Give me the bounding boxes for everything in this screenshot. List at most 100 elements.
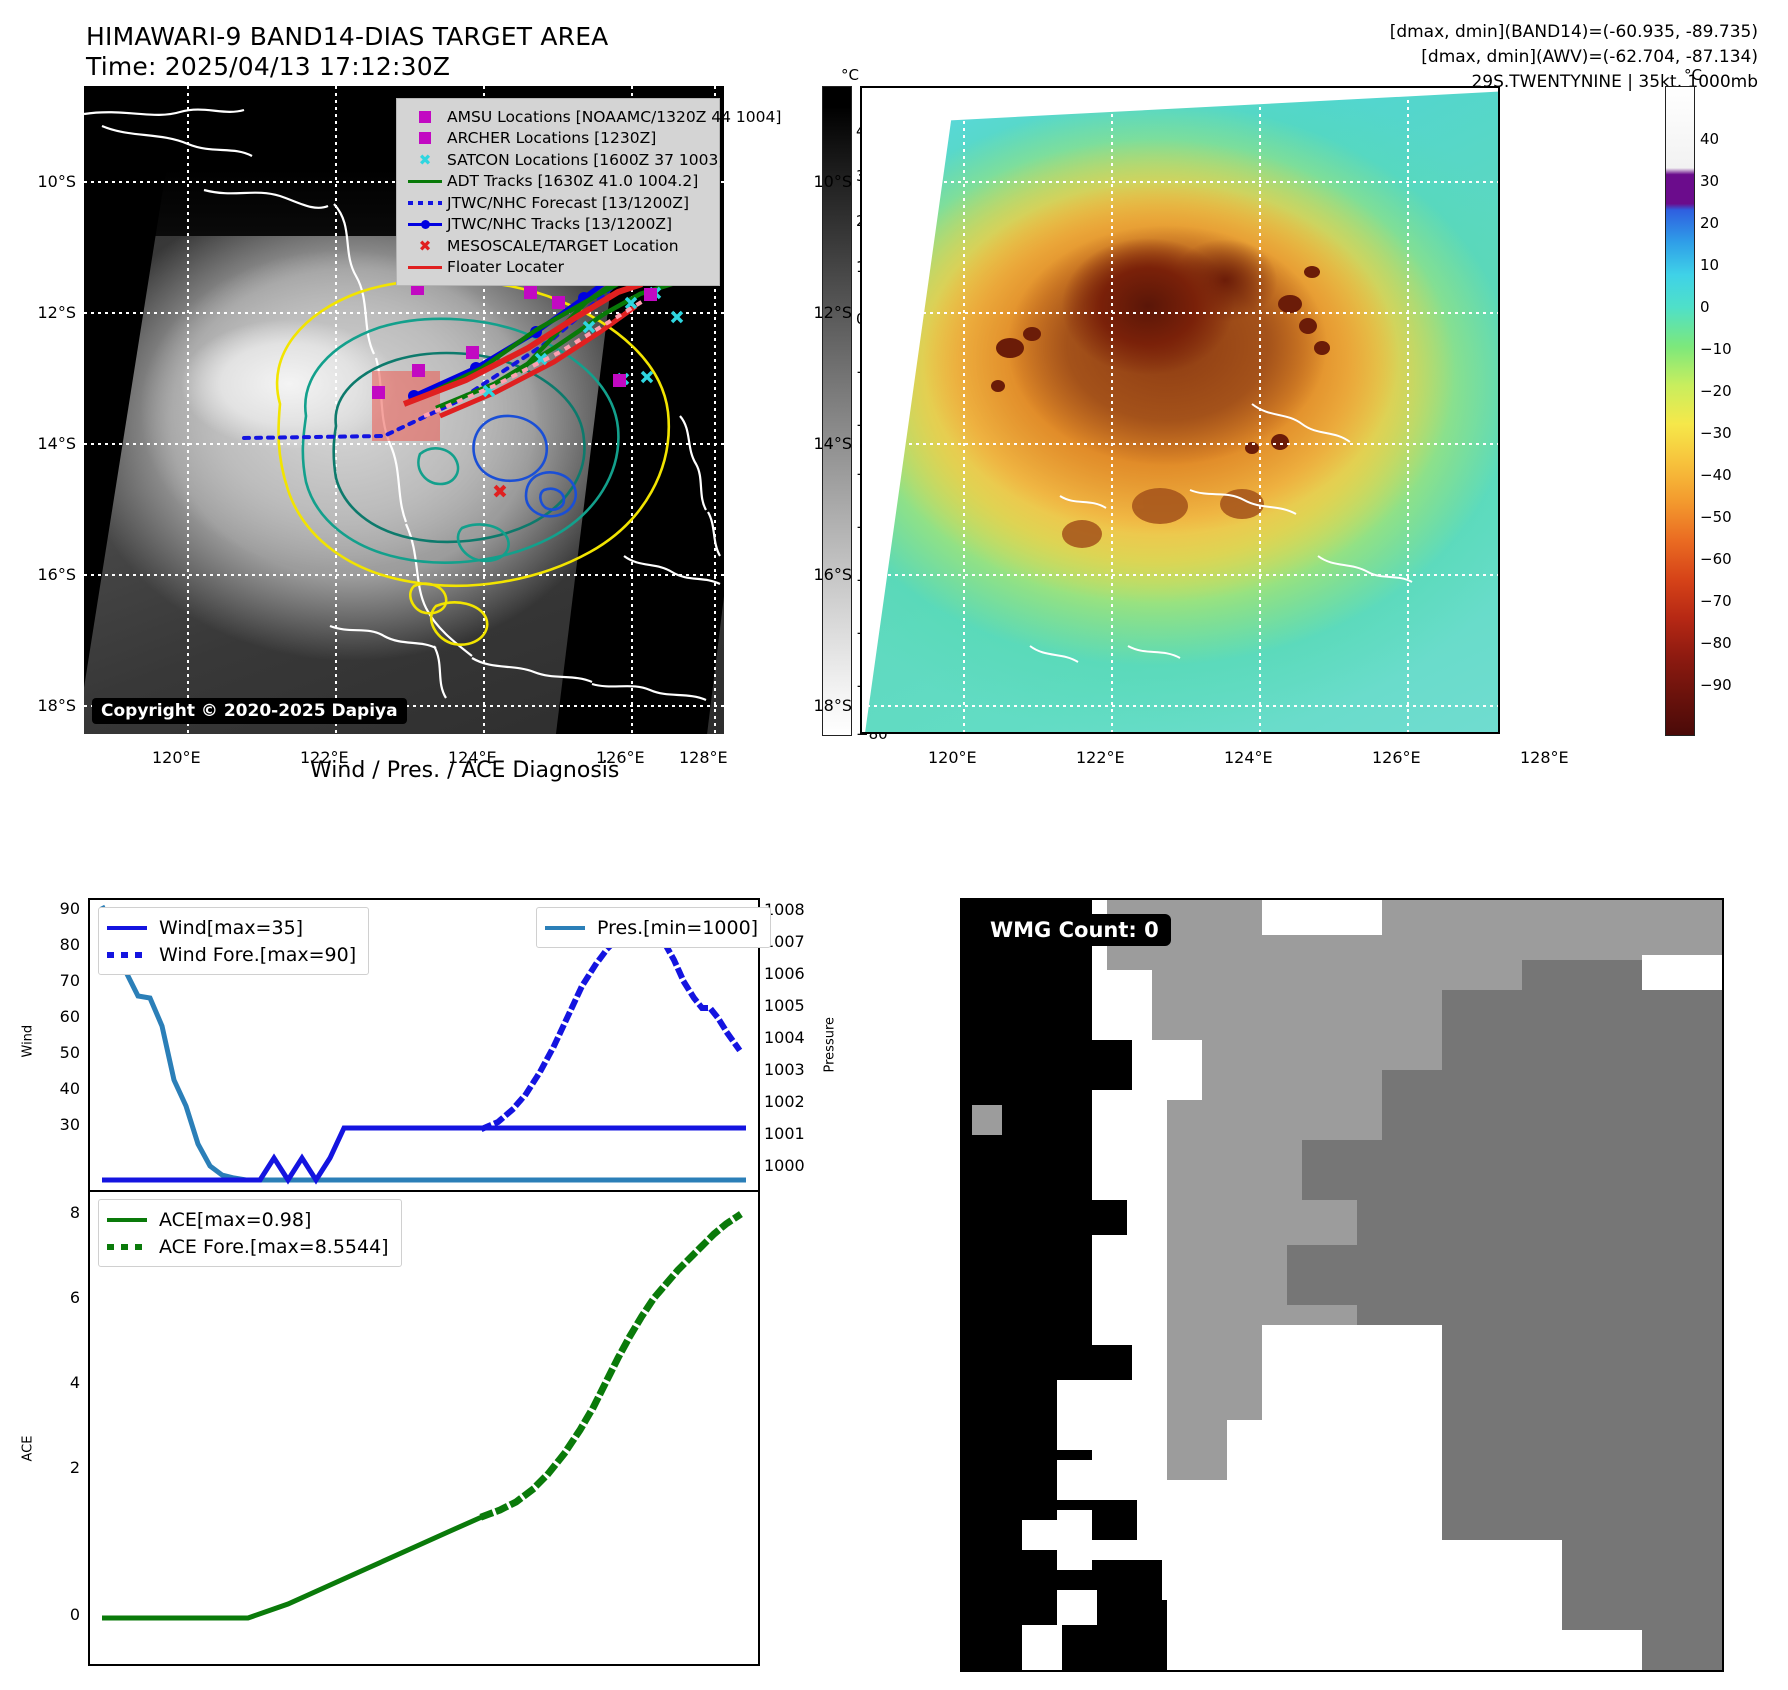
pressure-legend[interactable]: Pres.[min=1000] — [536, 907, 772, 948]
colorized-colorbar — [1665, 86, 1695, 736]
legend-label: MESOSCALE/TARGET Location — [447, 236, 679, 255]
archer-location-marker[interactable] — [372, 386, 385, 399]
ace-ytick: 8 — [69, 1203, 80, 1222]
line-icon — [403, 265, 447, 269]
cross-icon: ✖ — [418, 236, 432, 255]
gridline-lon — [187, 86, 189, 734]
wind-axis-label: Wind — [20, 1024, 36, 1058]
legend-item-pressure[interactable]: Pres.[min=1000] — [545, 914, 758, 941]
colorbar-tick: −30 — [1700, 424, 1732, 442]
cloud-contour-overlay — [275, 278, 671, 646]
lon-tick: 124°E — [1224, 748, 1273, 767]
legend-label: Wind[max=35] — [159, 916, 304, 939]
legend-label: SATCON Locations [1600Z 37 1003] — [447, 150, 725, 169]
gridline-lat — [860, 705, 1500, 707]
legend-item-jtwc-tracks[interactable]: JTWC/NHC Tracks [13/1200Z] — [403, 214, 711, 236]
line-icon — [107, 925, 159, 930]
archer-location-marker[interactable] — [412, 364, 425, 377]
lon-tick: 126°E — [596, 748, 645, 767]
legend-label: ADT Tracks [1630Z 41.0 1004.2] — [447, 172, 699, 191]
ace-plot — [102, 1211, 743, 1621]
lon-tick: 128°E — [1520, 748, 1569, 767]
lon-tick: 124°E — [448, 748, 497, 767]
archer-location-marker[interactable] — [466, 346, 479, 359]
gridline-lat — [84, 574, 724, 576]
pressure-ytick: 1008 — [764, 900, 805, 919]
legend-item-floater[interactable]: Floater Locater — [403, 257, 711, 279]
colorized-ir-map[interactable] — [860, 86, 1500, 734]
lon-tick: 120°E — [152, 748, 201, 767]
lat-tick: 14°S — [813, 434, 852, 453]
legend-item-wind[interactable]: Wind[max=35] — [107, 914, 356, 941]
gridline-lon — [1259, 86, 1261, 734]
mesoscale-target-marker[interactable]: ✖ — [492, 481, 508, 503]
legend-item-ace-forecast[interactable]: ACE Fore.[max=8.5544] — [107, 1233, 389, 1260]
lon-tick: 128°E — [679, 748, 728, 767]
gridline-lat — [860, 181, 1500, 183]
gridline-lat — [860, 312, 1500, 314]
colorbar-tick: −60 — [1700, 550, 1732, 568]
amsu-location-marker[interactable] — [644, 288, 657, 301]
legend-label: Wind Fore.[max=90] — [159, 943, 357, 966]
ace-ytick: 0 — [69, 1605, 80, 1624]
pressure-axis-label: Pressure — [822, 1016, 838, 1073]
wind-ytick: 40 — [59, 1079, 80, 1098]
ace-legend[interactable]: ACE[max=0.98] ACE Fore.[max=8.5544] — [98, 1199, 402, 1267]
dmax-band14-text: [dmax, dmin](BAND14)=(-60.935, -89.735) — [1389, 22, 1758, 42]
pressure-ytick: 1004 — [764, 1028, 805, 1047]
colorbar-tick: −20 — [1700, 382, 1732, 400]
gridline-lon — [963, 86, 965, 734]
lat-tick: 10°S — [813, 172, 852, 191]
gridline-lat — [860, 574, 1500, 576]
storm-track-overlay[interactable] — [84, 86, 724, 734]
lat-tick: 18°S — [813, 696, 852, 715]
amsu-location-marker[interactable] — [524, 286, 537, 299]
colorbar-unit-right: °C — [1684, 66, 1702, 84]
ace-chart[interactable] — [88, 1190, 760, 1666]
colorized-imagery — [860, 86, 1500, 734]
square-icon — [403, 110, 447, 123]
archer-location-marker[interactable] — [613, 374, 626, 387]
pressure-ytick: 1006 — [764, 964, 805, 983]
pressure-ytick: 1002 — [764, 1092, 805, 1111]
lon-tick: 122°E — [1076, 748, 1125, 767]
map-legend[interactable]: AMSU Locations [NOAAMC/1320Z 44 1004] AR… — [396, 98, 781, 286]
colorbar-tick: −40 — [1700, 466, 1732, 484]
wind-ytick: 80 — [59, 935, 80, 954]
wmg-count-badge: WMG Count: 0 — [978, 914, 1171, 946]
lat-tick: 10°S — [37, 172, 76, 191]
legend-item-mesoscale[interactable]: ✖ MESOSCALE/TARGET Location — [403, 235, 711, 257]
wmg-mask-cells — [962, 900, 1722, 1670]
legend-label: JTWC/NHC Tracks [13/1200Z] — [447, 215, 673, 234]
lon-tick: 120°E — [928, 748, 977, 767]
pressure-ytick: 1007 — [764, 932, 805, 951]
gridline-lat — [860, 443, 1500, 445]
square-icon — [403, 132, 447, 145]
cross-icon: ✖ — [418, 150, 432, 169]
colorbar-tick: 0 — [1700, 298, 1710, 316]
wind-ytick: 60 — [59, 1007, 80, 1026]
line-icon — [545, 925, 597, 930]
header-stats: [dmax, dmin](BAND14)=(-60.935, -89.735) … — [1390, 20, 1758, 95]
wind-legend[interactable]: Wind[max=35] Wind Fore.[max=90] — [98, 907, 370, 975]
legend-item-amsu[interactable]: AMSU Locations [NOAAMC/1320Z 44 1004] — [403, 106, 781, 128]
legend-item-jtwc-forecast[interactable]: JTWC/NHC Forecast [13/1200Z] — [403, 192, 711, 214]
legend-item-satcon[interactable]: ✖ SATCON Locations [1600Z 37 1003] — [403, 149, 725, 171]
colorbar-unit-left: °C — [841, 66, 859, 84]
gridline-lon — [1111, 86, 1113, 734]
pressure-ytick: 1001 — [764, 1124, 805, 1143]
legend-item-ace[interactable]: ACE[max=0.98] — [107, 1206, 389, 1233]
gridline-lon — [631, 86, 633, 734]
amsu-location-marker[interactable] — [552, 296, 565, 309]
colorbar-tick: 40 — [1700, 130, 1720, 148]
legend-item-wind-forecast[interactable]: Wind Fore.[max=90] — [107, 941, 356, 968]
dotted-line-icon — [107, 1243, 159, 1250]
colorized-cell-overlay — [991, 266, 1413, 663]
legend-item-adt-tracks[interactable]: ADT Tracks [1630Z 41.0 1004.2] — [403, 171, 711, 193]
legend-item-archer[interactable]: ARCHER Locations [1230Z] — [403, 128, 711, 150]
gridline-lat — [84, 312, 724, 314]
pressure-ytick: 1005 — [764, 996, 805, 1015]
wmg-mask-panel[interactable]: WMG Count: 0 — [960, 898, 1724, 1672]
ir-colorbar — [822, 86, 852, 736]
legend-label: JTWC/NHC Forecast [13/1200Z] — [447, 193, 690, 212]
